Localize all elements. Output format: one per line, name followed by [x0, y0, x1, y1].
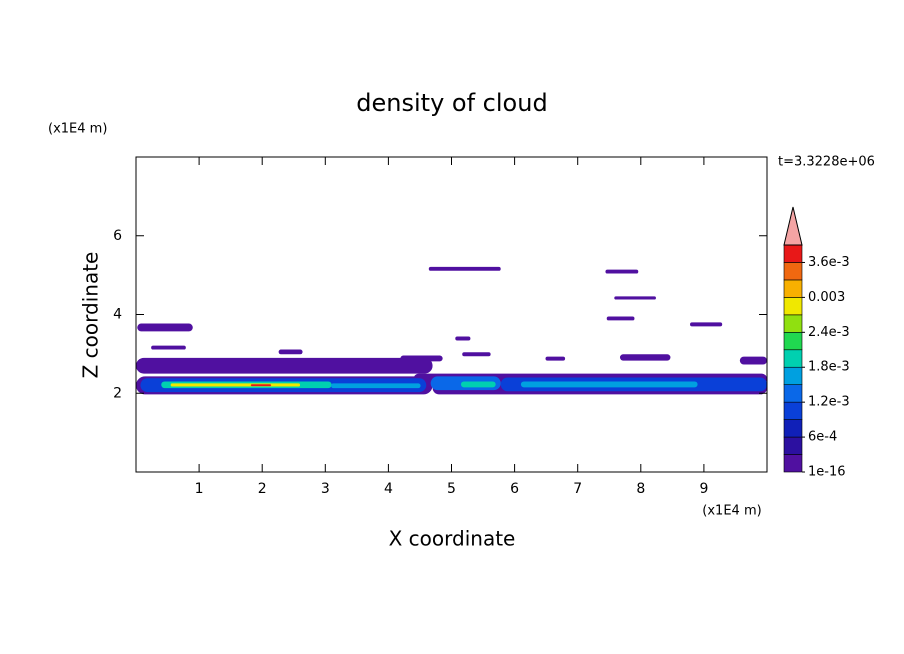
x-tick-label: 6 [510, 481, 519, 497]
x-tick-label: 5 [447, 481, 456, 497]
contour-patch [619, 354, 671, 361]
colorbar-band [783, 401, 803, 420]
x-tick-label: 3 [321, 481, 330, 497]
x-tick-label: 9 [699, 481, 708, 497]
colorbar-extend [783, 206, 803, 246]
x-unit: (x1E4 m) [702, 504, 761, 519]
y-unit: (x1E4 m) [48, 122, 107, 137]
y-axis-label: Z coordinate [79, 252, 103, 379]
colorbar-band [783, 244, 803, 263]
colorbar-band [783, 314, 803, 333]
colorbar-tick-label: 0.003 [808, 290, 845, 305]
colorbar-tick-label: 1.2e-3 [808, 395, 850, 410]
colorbar-band [783, 366, 803, 385]
y-tick-label: 4 [113, 307, 122, 323]
colorbar-band [783, 384, 803, 403]
x-tick-label: 7 [573, 481, 582, 497]
contour-patch [605, 269, 639, 274]
x-tick-label: 4 [384, 481, 393, 497]
contour-patch [278, 349, 303, 355]
x-axis-label: X coordinate [389, 527, 516, 551]
contour-patch [739, 356, 767, 365]
contour-patch [455, 336, 471, 341]
contour-patch [250, 384, 272, 387]
contour-patch [137, 323, 193, 332]
contour-patch [330, 383, 421, 389]
colorbar-band [783, 262, 803, 281]
contour-patch [606, 316, 635, 321]
colorbar-band [783, 419, 803, 438]
x-tick-label: 2 [258, 481, 267, 497]
contour-patch [136, 357, 433, 374]
colorbar-band [783, 297, 803, 316]
contour-patch [614, 296, 656, 300]
colorbar-tick-label: 1.8e-3 [808, 360, 850, 375]
colorbar-band [783, 436, 803, 455]
colorbar-tick-label: 3.6e-3 [808, 255, 850, 270]
contour-patch [690, 322, 723, 327]
colorbar-tick-label: 6e-4 [808, 430, 837, 445]
x-tick-label: 8 [636, 481, 645, 497]
x-tick-label: 1 [195, 481, 204, 497]
contour-patch [520, 381, 698, 388]
time-annotation: t=3.3228e+06 [778, 155, 875, 170]
colorbar-tick-label: 2.4e-3 [808, 325, 850, 340]
contour-patch [462, 352, 491, 357]
contour-patch [428, 266, 501, 271]
contour-patch [545, 356, 566, 361]
colorbar-tick-label: 1e-16 [808, 465, 846, 480]
y-tick-label: 6 [113, 228, 122, 244]
colorbar-band [783, 279, 803, 298]
chart-title: density of cloud [356, 89, 547, 117]
contour-patch [460, 381, 496, 388]
colorbar-band [783, 454, 803, 473]
contour-patch [170, 383, 301, 387]
colorbar-band [783, 349, 803, 368]
colorbar-band [783, 332, 803, 351]
plot-frame [135, 156, 768, 473]
y-tick-label: 2 [113, 385, 122, 401]
contour-patch [151, 345, 186, 350]
